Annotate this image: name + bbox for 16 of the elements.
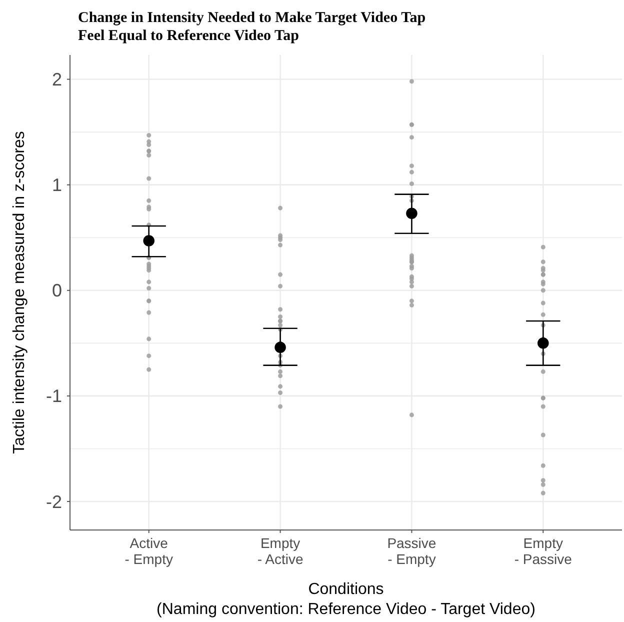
x-tick-label: Empty - Active [257, 535, 304, 567]
x-tick-label: Active - Empty [124, 535, 173, 567]
y-tick-label: 1 [52, 175, 62, 196]
x-tick-label: Passive - Empty [387, 535, 436, 567]
y-tick-label: 2 [52, 70, 62, 90]
y-tick-label: -1 [46, 386, 62, 406]
y-tick-label: -2 [46, 492, 62, 512]
x-tick-label: Empty - Passive [514, 535, 572, 567]
x-axis-title: Conditions (Naming convention: Reference Video - Target Video) [156, 581, 536, 618]
point [406, 208, 418, 219]
point [143, 235, 154, 246]
chart-title: Change in Intensity Needed to Make Target Video Tap Feel Equal to Reference Video Tap [78, 10, 426, 44]
y-axis-title: Tactile intensity change measured in z-scores [11, 131, 28, 454]
y-tick-label: 0 [52, 280, 62, 301]
point [538, 338, 549, 349]
point [274, 342, 286, 354]
